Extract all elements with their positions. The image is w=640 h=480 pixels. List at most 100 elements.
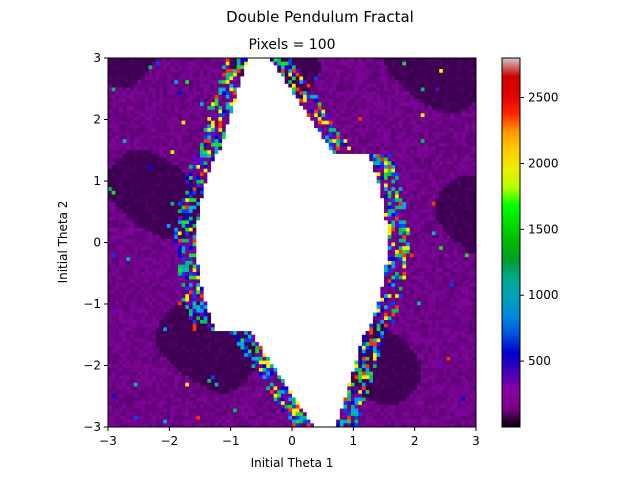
heatmap-cell <box>310 117 315 122</box>
heatmap-cell <box>130 87 135 92</box>
heatmap-cell <box>317 227 322 232</box>
heatmap-cell <box>402 135 407 140</box>
heatmap-cell <box>236 176 241 181</box>
heatmap-cell <box>409 117 414 122</box>
heatmap-cell <box>196 87 201 92</box>
heatmap-cell <box>369 168 374 173</box>
heatmap-cell <box>376 190 381 195</box>
heatmap-cell <box>288 102 293 107</box>
heatmap-cell <box>119 238 124 243</box>
heatmap-cell <box>336 117 341 122</box>
heatmap-cell <box>122 135 127 140</box>
heatmap-cell <box>288 128 293 133</box>
heatmap-cell <box>472 120 477 125</box>
heatmap-cell <box>380 150 385 155</box>
heatmap-cell <box>126 172 131 177</box>
heatmap-cell <box>137 224 142 229</box>
heatmap-cell <box>148 231 153 236</box>
heatmap-cell <box>442 98 447 103</box>
heatmap-cell <box>472 109 477 114</box>
heatmap-cell <box>225 72 230 77</box>
heatmap-cell <box>192 157 197 162</box>
heatmap-cell <box>130 146 135 151</box>
heatmap-cell <box>472 105 477 111</box>
heatmap-cell <box>372 168 378 173</box>
heatmap-cell <box>200 102 205 107</box>
heatmap-cell <box>336 220 341 225</box>
heatmap-cell <box>442 91 447 96</box>
heatmap-cell <box>122 168 127 173</box>
heatmap-cell <box>247 172 252 177</box>
heatmap-cell <box>163 231 168 236</box>
heatmap-cell <box>450 209 455 214</box>
heatmap-cell <box>409 153 414 159</box>
heatmap-cell <box>163 187 168 192</box>
heatmap-cell <box>284 176 289 181</box>
heatmap-cell <box>292 76 297 81</box>
heatmap-cell <box>177 172 182 177</box>
heatmap-cell <box>115 87 120 92</box>
heatmap-cell <box>354 216 359 221</box>
heatmap-cell <box>159 98 164 103</box>
heatmap-cell <box>428 224 433 229</box>
heatmap-cell <box>350 165 355 170</box>
heatmap-cell <box>409 142 414 147</box>
heatmap-cell <box>225 58 230 63</box>
heatmap-cell <box>406 176 411 181</box>
heatmap-cell <box>185 58 190 63</box>
heatmap-cell <box>424 146 429 151</box>
heatmap-cell <box>409 135 414 140</box>
heatmap-cell <box>188 76 194 81</box>
heatmap-cell <box>192 238 197 243</box>
heatmap-cell <box>343 131 348 136</box>
heatmap-cell <box>115 113 120 118</box>
heatmap-cell <box>266 146 271 151</box>
heatmap-cell <box>350 187 355 192</box>
heatmap-cell <box>339 117 344 122</box>
heatmap-cell <box>431 227 436 232</box>
heatmap-cell <box>258 113 263 118</box>
heatmap-cell <box>354 61 359 66</box>
heatmap-cell <box>325 216 330 221</box>
heatmap-cell <box>207 135 212 140</box>
heatmap-cell <box>387 131 392 136</box>
heatmap-cell <box>181 235 186 240</box>
heatmap-cell <box>439 139 444 144</box>
heatmap-cell <box>236 168 241 173</box>
heatmap-cell <box>317 105 322 111</box>
heatmap-cell <box>159 120 164 125</box>
heatmap-cell <box>163 83 168 88</box>
heatmap-cell <box>306 146 311 151</box>
heatmap-cell <box>130 109 135 114</box>
heatmap-cell <box>155 105 160 111</box>
heatmap-cell <box>233 224 238 229</box>
heatmap-cell <box>207 139 212 144</box>
heatmap-cell <box>461 179 466 184</box>
heatmap-cell <box>233 61 238 66</box>
heatmap-cell <box>192 220 197 225</box>
heatmap-cell <box>233 109 238 114</box>
heatmap-cell <box>409 176 414 181</box>
heatmap-cell <box>177 124 182 129</box>
heatmap-cell <box>472 113 477 118</box>
heatmap-cell <box>395 209 400 214</box>
heatmap-cell <box>446 102 451 107</box>
heatmap-cell <box>269 131 274 136</box>
heatmap-cell <box>442 235 447 240</box>
heatmap-cell <box>229 87 234 92</box>
heatmap-cell <box>262 135 267 140</box>
heatmap-cell <box>299 194 304 199</box>
heatmap-cell <box>350 220 355 225</box>
heatmap-cell <box>395 176 400 181</box>
heatmap-cell <box>188 98 194 103</box>
heatmap-cell <box>174 128 179 133</box>
heatmap-cell <box>247 124 252 129</box>
heatmap-cell <box>347 135 352 140</box>
heatmap-cell <box>133 198 138 203</box>
heatmap-cell <box>350 76 355 81</box>
heatmap-cell <box>450 238 455 243</box>
heatmap-cell <box>472 72 477 77</box>
heatmap-cell <box>247 209 252 214</box>
heatmap-cell <box>163 183 168 188</box>
heatmap-cell <box>277 198 282 203</box>
